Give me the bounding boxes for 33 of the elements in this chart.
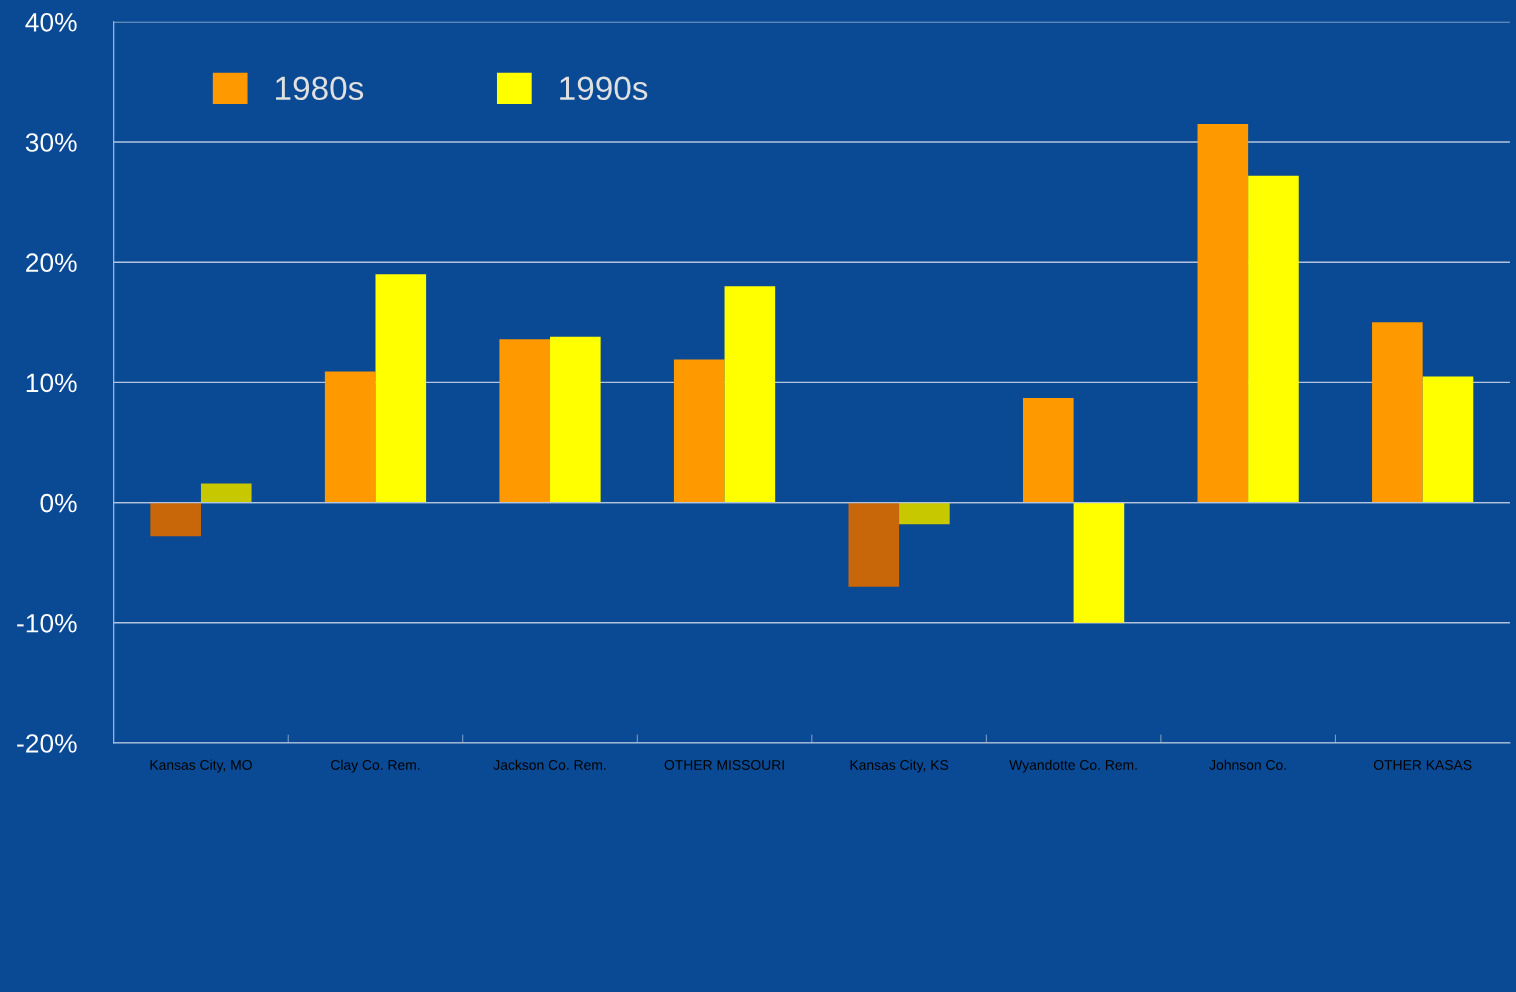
- legend-label: 1980s: [276, 76, 364, 101]
- bar: [550, 336, 601, 503]
- bar: [200, 483, 252, 503]
- legend-label: 1990s: [560, 76, 648, 101]
- bar: [1073, 502, 1125, 623]
- bar: [1372, 322, 1423, 503]
- x-tick-label: Kansas City, KS: [850, 759, 949, 773]
- x-tick-label: Johnson Co.: [1209, 759, 1286, 770]
- y-tick-label: 0%: [40, 493, 77, 513]
- bar: [150, 502, 201, 537]
- bar: [673, 359, 725, 503]
- bar: [1422, 376, 1474, 503]
- x-tick-label: Kansas City, MO: [150, 759, 252, 773]
- x-tick-label: Clay Co. Rem.: [331, 759, 420, 773]
- x-tick-label: OTHER KASAS: [1373, 760, 1472, 770]
- bar: [375, 274, 427, 503]
- bar: [1248, 175, 1299, 503]
- bar: [899, 502, 950, 525]
- bar: [724, 286, 776, 503]
- y-tick-label: 10%: [26, 373, 77, 393]
- y-tick-label: 20%: [26, 253, 77, 273]
- bar: [1197, 123, 1249, 503]
- x-tick-label: OTHER MISSOURI: [664, 760, 784, 770]
- bar: [848, 502, 900, 587]
- x-tick-label: Wyandotte Co. Rem.: [1009, 759, 1137, 773]
- y-tick-label: 30%: [25, 133, 77, 152]
- bar: [499, 339, 551, 503]
- y-tick-label: -10%: [17, 613, 77, 633]
- bar: [324, 371, 376, 503]
- y-tick-label: 40%: [25, 12, 77, 32]
- y-tick-label: -20%: [17, 734, 77, 753]
- x-tick-label: Jackson Co. Rem.: [493, 759, 606, 770]
- bar: [1023, 398, 1074, 503]
